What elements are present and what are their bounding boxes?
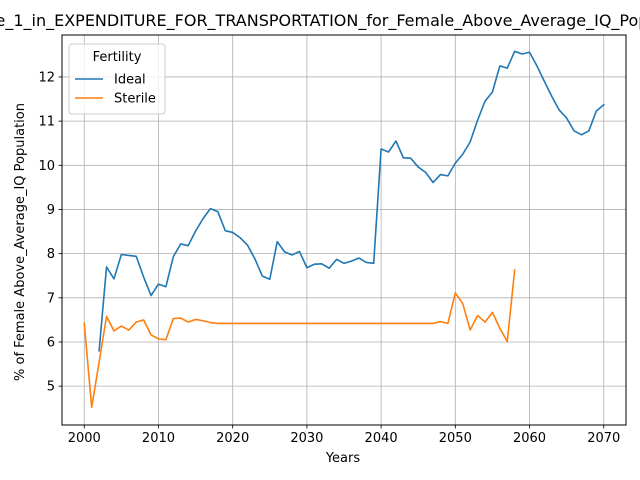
legend-label-ideal: Ideal [114,73,146,88]
y-tick-label: 5 [47,380,55,395]
y-tick-label: 10 [38,159,55,174]
x-tick-label: 2040 [365,431,398,446]
y-tick-label: 8 [47,247,55,262]
y-axis-label: % of Female Above_Average_IQ Population [13,103,28,381]
x-tick-label: 2000 [68,431,101,446]
y-tick-label: 11 [38,115,55,130]
x-axis-ticks: 2000 2010 2020 2030 2040 2050 2060 2070 [68,425,620,446]
x-axis-label: Years [325,451,361,466]
legend: Fertility Ideal Sterile [68,43,166,115]
series-line-ideal [98,50,605,352]
y-tick-label: 12 [38,70,55,85]
x-tick-label: 2030 [290,431,323,446]
legend-label-sterile: Sterile [114,92,156,107]
y-axis-ticks: 5 6 7 8 9 10 11 12 [38,70,62,395]
legend-box [68,43,166,115]
plot-area-frame [61,34,627,426]
x-tick-label: 2060 [513,431,546,446]
y-tick-label: 9 [47,203,55,218]
x-tick-label: 2050 [439,431,472,446]
x-tick-label: 2070 [587,431,620,446]
legend-title: Fertility [93,50,142,65]
series-layer [83,50,605,409]
y-tick-label: 7 [47,291,55,306]
legend-entries: Ideal Sterile [75,73,156,107]
chart-title: Score_1_in_EXPENDITURE_FOR_TRANSPORTATIO… [0,11,640,31]
x-tick-label: 2020 [216,431,249,446]
y-tick-label: 6 [47,335,55,350]
grid [62,35,626,425]
x-tick-label: 2010 [142,431,175,446]
series-line-sterile [83,269,516,409]
